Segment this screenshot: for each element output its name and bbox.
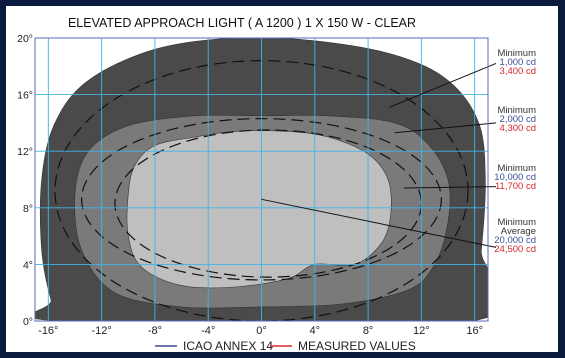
leader-line-2 (404, 186, 497, 189)
annotation-icao-2: 10,000 cd (494, 172, 536, 183)
y-tick-label: 12° (17, 146, 33, 158)
y-tick-label: 20° (17, 33, 33, 45)
isocandela-fills (35, 38, 488, 321)
leader-line-1 (394, 122, 497, 134)
annotation-measured-3: 24,500 cd (494, 244, 536, 255)
y-tick-label: 16° (17, 90, 33, 102)
y-tick-label: 8° (23, 203, 33, 215)
leader-lines (261, 63, 497, 248)
plot-border (34, 37, 489, 322)
legend: ICAO ANNEX 14 MEASURED VALUES (155, 339, 416, 353)
isocandela-area-2 (126, 130, 392, 289)
x-tick-labels: -16° -12° -8° -4° 0° 4° 8° 12° 16° (38, 325, 483, 337)
annotation-label-0: Minimum (497, 48, 536, 59)
y-tick-labels: 0° 4° 8° 12° 16° 20° (17, 33, 33, 328)
chart-title: ELEVATED APPROACH LIGHT ( A 1200 ) 1 X 1… (68, 16, 416, 30)
legend-icao-label: ICAO ANNEX 14 (183, 339, 273, 353)
x-tick-label: 16° (466, 325, 483, 337)
annotation-measured-1: 4,300 cd (500, 123, 536, 134)
annotation-measured-0: 3,400 cd (500, 66, 536, 77)
x-tick-label: 4° (310, 325, 321, 337)
x-tick-label: 8° (363, 325, 374, 337)
x-tick-label: 0° (256, 325, 267, 337)
x-tick-label: -12° (91, 325, 111, 337)
annotation-measured-2: 11,700 cd (495, 181, 536, 192)
x-tick-label: -8° (148, 325, 162, 337)
y-tick-label: 0° (23, 316, 33, 328)
x-tick-label: -4° (201, 325, 215, 337)
y-tick-label: 4° (23, 259, 33, 271)
annotation-label-1: Minimum (497, 105, 536, 116)
annotation-label-3: Average (501, 226, 536, 237)
x-tick-label: 12° (413, 325, 430, 337)
annotation-label-2: Minimum (497, 163, 536, 174)
annotation-icao-1: 2,000 cd (500, 114, 536, 125)
leader-line-0 (389, 63, 497, 108)
legend-measured-label: MEASURED VALUES (298, 339, 416, 353)
annotation-label-3: Minimum (497, 217, 536, 228)
annotation-icao-0: 1,000 cd (500, 57, 536, 68)
x-tick-label: -16° (38, 325, 58, 337)
leader-line-3 (261, 198, 497, 248)
annotation-icao-3: 20,000 cd (494, 235, 536, 246)
